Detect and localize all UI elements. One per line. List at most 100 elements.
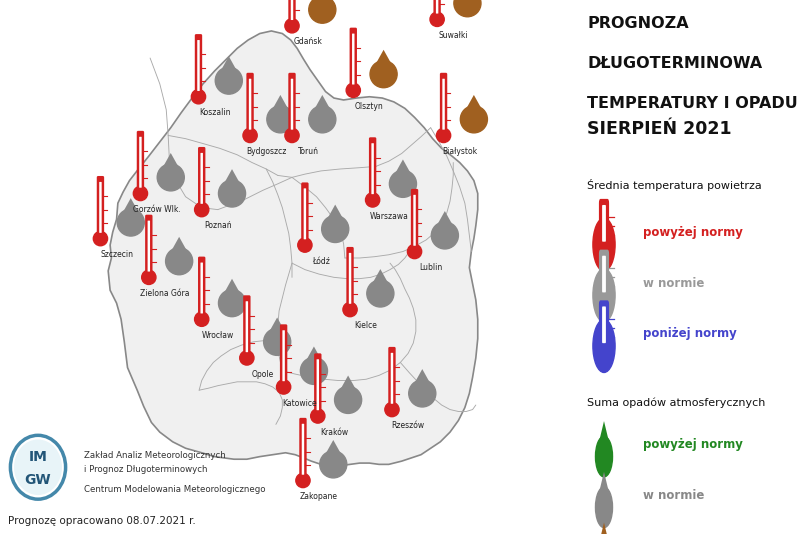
Circle shape — [309, 0, 336, 23]
Text: Toruń: Toruń — [298, 147, 318, 156]
FancyBboxPatch shape — [411, 189, 418, 253]
FancyBboxPatch shape — [388, 347, 396, 411]
Text: SIERPIEŃ 2021: SIERPIEŃ 2021 — [587, 120, 732, 138]
FancyBboxPatch shape — [599, 300, 609, 350]
FancyBboxPatch shape — [302, 183, 309, 247]
FancyBboxPatch shape — [246, 73, 254, 137]
Text: Poznań: Poznań — [204, 221, 232, 230]
Circle shape — [454, 0, 481, 17]
Circle shape — [322, 215, 349, 242]
Polygon shape — [108, 31, 478, 466]
Circle shape — [14, 439, 62, 495]
FancyBboxPatch shape — [145, 215, 153, 279]
Polygon shape — [264, 317, 290, 342]
FancyBboxPatch shape — [352, 34, 354, 84]
Text: Rzeszów: Rzeszów — [391, 421, 425, 430]
Text: Prognozę opracowano 08.07.2021 r.: Prognozę opracowano 08.07.2021 r. — [8, 516, 196, 525]
Text: w normie: w normie — [643, 489, 705, 502]
Text: Zielona Góra: Zielona Góra — [140, 289, 190, 298]
Text: Centrum Modelowania Meteorologicznego: Centrum Modelowania Meteorologicznego — [84, 485, 266, 494]
Circle shape — [218, 289, 246, 317]
Text: Średnia temperatura powietrza: Średnia temperatura powietrza — [587, 179, 762, 191]
Polygon shape — [370, 50, 397, 74]
Circle shape — [367, 280, 394, 307]
FancyBboxPatch shape — [602, 307, 606, 343]
Circle shape — [243, 128, 258, 143]
Text: Kraków: Kraków — [320, 428, 348, 437]
Circle shape — [118, 209, 144, 236]
Polygon shape — [309, 95, 336, 119]
FancyBboxPatch shape — [599, 249, 609, 300]
FancyBboxPatch shape — [602, 205, 606, 242]
Circle shape — [194, 312, 209, 326]
Circle shape — [366, 193, 380, 207]
FancyBboxPatch shape — [350, 28, 357, 92]
FancyBboxPatch shape — [442, 78, 445, 130]
Circle shape — [166, 248, 193, 275]
Text: Warszawa: Warszawa — [370, 211, 408, 221]
Text: Suma opadów atmosferycznych: Suma opadów atmosferycznych — [587, 398, 766, 409]
FancyBboxPatch shape — [290, 0, 294, 20]
FancyBboxPatch shape — [317, 359, 319, 410]
Circle shape — [385, 403, 399, 417]
Circle shape — [215, 67, 242, 94]
Text: Łódź: Łódź — [312, 257, 330, 266]
FancyBboxPatch shape — [246, 301, 248, 352]
FancyBboxPatch shape — [99, 182, 102, 233]
FancyBboxPatch shape — [434, 0, 441, 21]
Polygon shape — [322, 205, 349, 229]
Text: poniżej normy: poniżej normy — [643, 327, 737, 340]
Text: Zakopane: Zakopane — [300, 492, 338, 501]
Text: Bydgoszcz: Bydgoszcz — [246, 147, 286, 156]
FancyBboxPatch shape — [599, 199, 609, 249]
Text: Szczecin: Szczecin — [100, 250, 133, 259]
Circle shape — [334, 386, 362, 413]
FancyBboxPatch shape — [139, 137, 142, 188]
Circle shape — [240, 351, 254, 365]
Circle shape — [310, 409, 325, 423]
FancyBboxPatch shape — [440, 73, 447, 137]
Polygon shape — [334, 375, 362, 400]
Circle shape — [191, 90, 206, 104]
FancyBboxPatch shape — [280, 324, 287, 388]
FancyBboxPatch shape — [198, 147, 206, 211]
FancyBboxPatch shape — [97, 176, 104, 240]
Text: i Prognoz Długoterminowych: i Prognoz Długoterminowych — [84, 465, 207, 474]
Circle shape — [431, 222, 458, 249]
FancyBboxPatch shape — [282, 330, 285, 381]
Polygon shape — [309, 0, 336, 10]
Circle shape — [593, 319, 615, 373]
Polygon shape — [300, 347, 327, 371]
FancyBboxPatch shape — [194, 34, 202, 98]
Text: IM: IM — [29, 450, 47, 464]
Polygon shape — [595, 472, 613, 507]
Circle shape — [296, 473, 310, 488]
Text: Katowice: Katowice — [282, 398, 317, 407]
FancyBboxPatch shape — [201, 263, 203, 313]
FancyBboxPatch shape — [249, 78, 251, 130]
Circle shape — [285, 19, 299, 33]
FancyBboxPatch shape — [198, 257, 206, 320]
Circle shape — [267, 106, 294, 133]
FancyBboxPatch shape — [302, 424, 304, 475]
Circle shape — [134, 186, 147, 201]
FancyBboxPatch shape — [314, 354, 322, 418]
FancyBboxPatch shape — [299, 418, 306, 482]
Circle shape — [595, 487, 613, 528]
Circle shape — [430, 12, 444, 27]
Circle shape — [370, 61, 397, 88]
Text: Koszalin: Koszalin — [199, 108, 230, 117]
Text: Białystok: Białystok — [442, 147, 478, 156]
FancyBboxPatch shape — [602, 256, 606, 293]
FancyBboxPatch shape — [147, 221, 150, 272]
FancyBboxPatch shape — [371, 143, 374, 194]
Text: Opole: Opole — [252, 370, 274, 379]
Circle shape — [409, 380, 436, 407]
Polygon shape — [409, 369, 436, 394]
Circle shape — [320, 451, 347, 478]
Polygon shape — [320, 440, 347, 465]
Text: DŁUGOTERMINOWA: DŁUGOTERMINOWA — [587, 56, 762, 71]
Text: Lublin: Lublin — [419, 263, 442, 272]
Circle shape — [460, 106, 487, 133]
Text: w normie: w normie — [643, 277, 705, 289]
